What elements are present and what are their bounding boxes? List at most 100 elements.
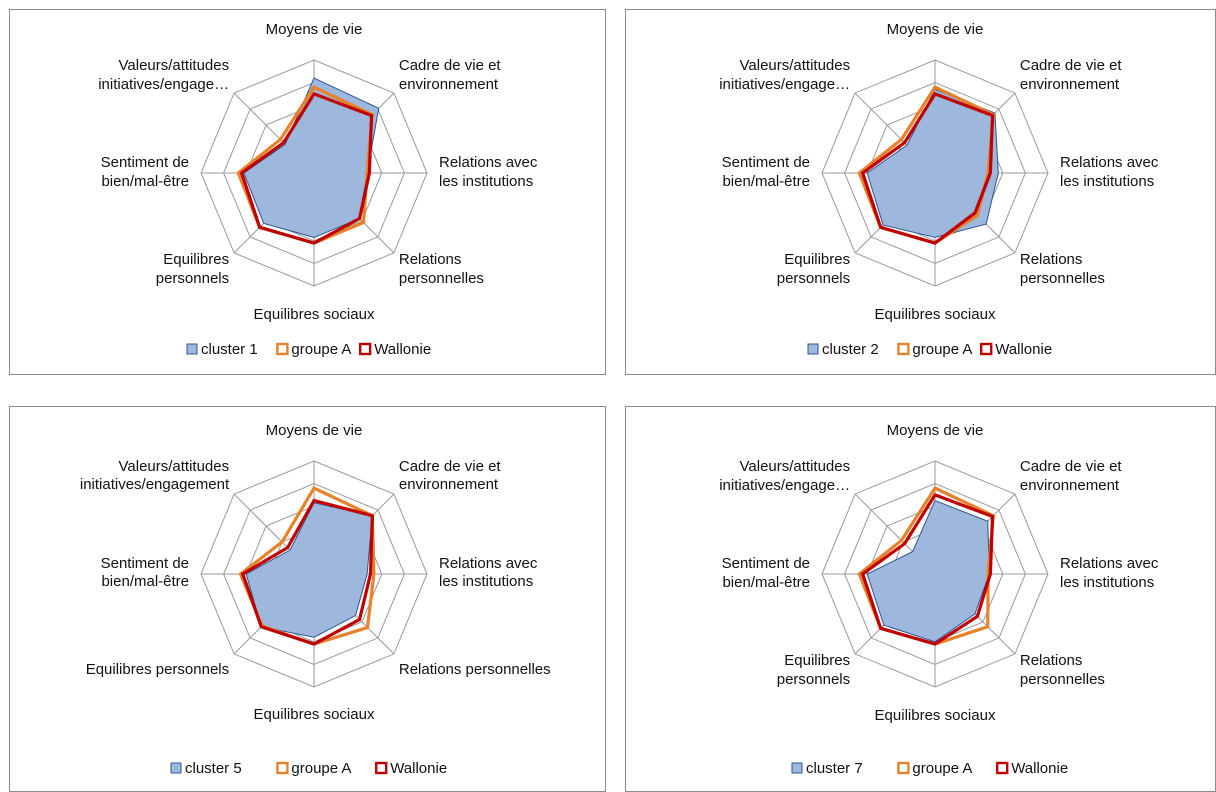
- legend-label-cluster-1: cluster 1: [201, 341, 258, 358]
- legend-swatch-groupe-a: [897, 761, 910, 775]
- axis-label-relations-avec-les-institutions: Relations avec les institutions: [1060, 555, 1159, 591]
- axis-label-line: Sentiment de: [101, 555, 189, 572]
- axis-label-line: Equilibres personnels: [86, 661, 229, 678]
- legend-swatch-wallonie: [996, 761, 1009, 775]
- legend: cluster 5 groupe A Wallonie: [170, 760, 447, 777]
- axis-label-equilibres-personnels: Equilibres personnels: [777, 652, 850, 688]
- series-wallonie: [239, 91, 374, 245]
- axis-label-cadre-de-vie-et-environnement: Cadre de vie et environnement: [399, 458, 502, 493]
- axis-label-moyens-de-vie: Moyens de vie: [266, 21, 363, 38]
- axis-label-line: personnelles: [1020, 671, 1105, 688]
- axis-label-sentiment-de-bien-mal-etre: Sentiment de bien/mal-être: [101, 154, 189, 190]
- axis-label-line: Relations: [1020, 652, 1083, 669]
- radar-chart-cluster-2: Moyens de vie Cadre de vie et environnemen…: [719, 21, 1159, 358]
- axis-label-line: bien/mal-être: [722, 574, 810, 591]
- axis-label-sentiment-de-bien-mal-etre: Sentiment de bien/mal-être: [722, 555, 810, 591]
- axis-label-line: Cadre de vie et: [399, 458, 502, 475]
- axis-label-line: Relations avec: [1060, 555, 1159, 572]
- axis-label-line: Equilibres: [163, 251, 229, 268]
- axis-label-line: environnement: [1020, 477, 1120, 494]
- legend-swatch-cluster-7: [791, 762, 803, 774]
- axis-label-line: Moyens de vie: [266, 21, 363, 38]
- axis-label-relations-personnelles: Relations personnelles: [1020, 251, 1105, 287]
- legend-swatch-groupe-a: [276, 761, 289, 775]
- legend-swatch-cluster-2: [807, 343, 819, 355]
- axis-label-equilibres-sociaux: Equilibres sociaux: [875, 306, 996, 323]
- legend-label-groupe-a: groupe A: [912, 760, 972, 777]
- axis-label-line: environnement: [399, 476, 499, 493]
- legend: cluster 7 groupe A Wallonie: [791, 760, 1068, 777]
- axis-label-line: les institutions: [439, 573, 533, 590]
- axis-label-equilibres-personnels: Equilibres personnels: [86, 661, 229, 678]
- axis-label-line: personnels: [156, 270, 229, 287]
- legend-label-wallonie: Wallonie: [995, 341, 1052, 358]
- axis-label-line: Relations avec: [1060, 154, 1159, 171]
- series-cluster-2: [866, 88, 999, 238]
- axis-label-cadre-de-vie-et-environnement: Cadre de vie et environnement: [1020, 57, 1123, 93]
- axis-label-valeurs-attitudes-initiatives-engagement: Valeurs/attitudes initiatives/engage…: [98, 57, 229, 93]
- legend-label-groupe-a: groupe A: [291, 760, 351, 777]
- series-cluster-5: [245, 502, 373, 638]
- axis-label-line: Cadre de vie et: [399, 57, 502, 74]
- axis-label-line: environnement: [1020, 76, 1120, 93]
- axis-label-relations-personnelles: Relations personnelles: [399, 661, 551, 678]
- axis-label-equilibres-sociaux: Equilibres sociaux: [875, 707, 996, 724]
- series-cluster-1: [243, 77, 380, 238]
- legend-label-wallonie: Wallonie: [1011, 760, 1068, 777]
- legend-item-wallonie: Wallonie: [996, 760, 1068, 777]
- legend-item-cluster-5: cluster 5: [170, 760, 242, 777]
- legend-swatch-cluster-1: [186, 343, 198, 355]
- legend-swatch-wallonie: [359, 342, 372, 356]
- axis-label-moyens-de-vie: Moyens de vie: [887, 422, 984, 439]
- axis-label-line: Cadre de vie et: [1020, 458, 1123, 475]
- radar-panel-cluster-2: Moyens de vie Cadre de vie et environnemen…: [625, 9, 1216, 375]
- axis-label-line: les institutions: [1060, 173, 1154, 190]
- axis-label-relations-personnelles: Relations personnelles: [399, 251, 484, 287]
- axis-label-valeurs-attitudes-initiatives-engagement: Valeurs/attitudes initiatives/engage…: [719, 57, 850, 93]
- legend-label-groupe-a: groupe A: [291, 341, 351, 358]
- radar-chart-cluster-7: Moyens de vie Cadre de vie et environnemen…: [719, 422, 1159, 777]
- radar-panel-cluster-5: Moyens de vie Cadre de vie et environnemen…: [9, 406, 606, 792]
- legend-label-cluster-2: cluster 2: [822, 341, 879, 358]
- axis-label-line: bien/mal-être: [101, 573, 189, 590]
- axis-label-line: Cadre de vie et: [1020, 57, 1123, 74]
- series-cluster-7: [866, 499, 990, 643]
- axis-label-equilibres-sociaux: Equilibres sociaux: [254, 706, 375, 723]
- axis-label-line: Moyens de vie: [266, 422, 363, 439]
- legend-label-wallonie: Wallonie: [390, 760, 447, 777]
- series-wallonie: [860, 492, 995, 646]
- axis-label-line: bien/mal-être: [101, 173, 189, 190]
- axis-label-line: Sentiment de: [722, 154, 810, 171]
- axis-label-line: personnelles: [1020, 270, 1105, 287]
- axis-label-line: Sentiment de: [101, 154, 189, 171]
- axis-label-sentiment-de-bien-mal-etre: Sentiment de bien/mal-être: [722, 154, 810, 190]
- axis-label-line: Relations: [1020, 251, 1083, 268]
- legend: cluster 1 groupe A Wallonie: [186, 341, 431, 358]
- axis-label-valeurs-attitudes-initiatives-engagement: Valeurs/attitudes initiatives/engage…: [719, 458, 850, 494]
- legend-item-cluster-7: cluster 7: [791, 760, 863, 777]
- legend-item-cluster-1: cluster 1: [186, 341, 258, 358]
- axis-label-line: Valeurs/attitudes: [740, 57, 851, 74]
- axis-label-line: Equilibres sociaux: [875, 306, 996, 323]
- axis-label-line: initiatives/engage…: [98, 76, 229, 93]
- legend-item-groupe-a: groupe A: [897, 760, 972, 777]
- legend-item-groupe-a: groupe A: [276, 341, 351, 358]
- axis-label-sentiment-de-bien-mal-etre: Sentiment de bien/mal-être: [101, 555, 189, 590]
- legend-swatch-wallonie: [980, 342, 993, 356]
- axis-label-line: personnels: [777, 671, 850, 688]
- legend-swatch-groupe-a: [897, 342, 910, 356]
- axis-label-line: initiatives/engage…: [719, 477, 850, 494]
- legend-item-groupe-a: groupe A: [276, 760, 351, 777]
- axis-label-line: Equilibres sociaux: [875, 707, 996, 724]
- axis-label-line: Equilibres: [784, 652, 850, 669]
- axis-label-line: environnement: [399, 76, 499, 93]
- legend-item-wallonie: Wallonie: [980, 341, 1052, 358]
- axis-label-relations-avec-les-institutions: Relations avec les institutions: [439, 154, 538, 190]
- axis-label-line: Equilibres: [784, 251, 850, 268]
- legend-label-wallonie: Wallonie: [374, 341, 431, 358]
- legend-item-cluster-2: cluster 2: [807, 341, 879, 358]
- axis-label-line: les institutions: [439, 173, 533, 190]
- series-wallonie: [860, 91, 995, 245]
- legend-swatch-wallonie: [375, 761, 388, 775]
- legend-item-wallonie: Wallonie: [375, 760, 447, 777]
